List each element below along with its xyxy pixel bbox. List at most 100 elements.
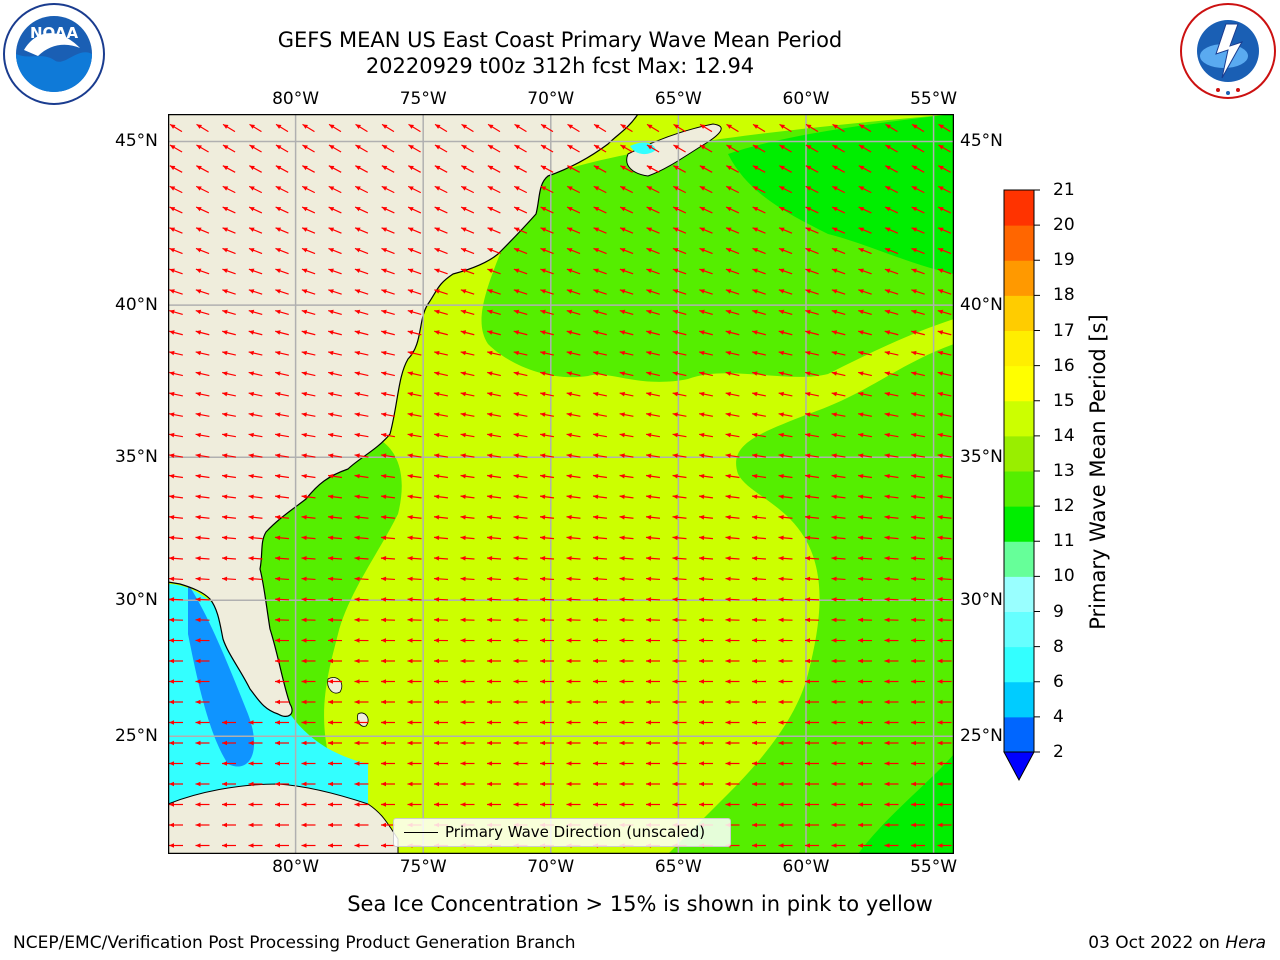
wave-arrow-761: [619, 638, 634, 643]
wave-arrow-216: [328, 268, 342, 275]
wave-arrow-680: [698, 576, 714, 582]
wave-arrow-523: [513, 473, 528, 479]
colorbar-tick-10: 15: [1053, 390, 1075, 411]
wave-arrow-625: [831, 535, 846, 541]
wave-arrow-382: [752, 371, 766, 377]
wave-arrow-507: [884, 453, 899, 458]
wave-arrow-870: [487, 720, 501, 725]
wave-arrow-426: [328, 412, 342, 417]
wave-arrow-733: [619, 617, 634, 623]
colorbar-segment-3: [1004, 611, 1034, 648]
wave-arrow-894: [328, 740, 342, 746]
wave-arrow-969: [725, 781, 740, 787]
wave-arrow-999: [725, 802, 740, 807]
wave-arrow-239: [937, 268, 952, 275]
wave-arrow-175: [831, 227, 846, 234]
wave-arrow-512: [221, 473, 237, 479]
wave-arrow-959: [460, 781, 475, 787]
wave-arrow-312: [487, 330, 501, 336]
wave-arrow-445: [831, 412, 846, 417]
wave-arrow-350: [699, 350, 713, 356]
wave-arrow-617: [619, 535, 634, 541]
wave-arrow-706: [645, 597, 661, 602]
wave-arrow-612: [486, 535, 502, 541]
wave-arrow-103: [513, 185, 528, 194]
wave-arrow-961: [513, 781, 528, 787]
wave-arrow-818: [646, 679, 660, 684]
wave-arrow-500: [698, 453, 714, 458]
wave-arrow-168: [646, 227, 660, 234]
wave-arrow-352: [752, 350, 766, 356]
wave-arrow-65: [302, 165, 315, 173]
wave-arrow-508: [910, 453, 926, 458]
wave-arrow-109: [672, 185, 687, 194]
wave-arrow-406: [593, 391, 607, 397]
wave-arrow-95: [301, 185, 316, 194]
colorbar-tick-8: 13: [1053, 461, 1075, 481]
wave-arrow-405: [566, 391, 581, 397]
wave-arrow-1001: [778, 802, 793, 807]
wave-arrow-129: [407, 206, 422, 214]
wave-arrow-854: [858, 699, 872, 705]
wave-arrow-20: [699, 123, 713, 133]
wave-arrow-674: [539, 576, 555, 582]
colorbar: [1003, 189, 1040, 782]
wave-arrow-414: [805, 391, 819, 397]
wave-arrow-439: [672, 412, 687, 417]
wave-arrow-581: [460, 514, 475, 520]
wave-arrow-1060: [752, 843, 766, 848]
wave-arrow-779: [354, 658, 369, 664]
lon-tick-top-1: 75°W: [399, 89, 447, 109]
wave-arrow-812: [487, 679, 501, 684]
wave-arrow-1033: [831, 822, 846, 828]
lon-tick-top-0: 80°W: [272, 89, 320, 109]
wave-arrow-517: [354, 473, 369, 479]
wave-arrow-278: [381, 309, 395, 316]
wave-arrow-248: [381, 289, 395, 295]
wave-arrow-931: [513, 761, 528, 766]
wave-arrow-59: [938, 144, 951, 153]
colorbar-segment-11: [1004, 330, 1034, 367]
wave-arrow-654: [804, 556, 820, 561]
wave-arrow-5: [302, 123, 315, 133]
wave-arrow-702: [539, 597, 555, 602]
wave-arrow-886: [911, 720, 925, 725]
wave-arrow-349: [672, 350, 687, 356]
wave-arrow-857: [937, 699, 952, 705]
wave-arrow-978: [169, 802, 183, 807]
wave-arrow-554: [539, 494, 555, 500]
wave-arrow-722: [327, 617, 343, 623]
wave-arrow-142: [752, 206, 766, 214]
wave-arrow-418: [911, 391, 925, 397]
wave-arrow-592: [751, 514, 767, 520]
wave-arrow-892: [275, 740, 289, 746]
wave-arrow-106: [593, 185, 607, 194]
lat-tick-right-1: 40°N: [960, 295, 1003, 316]
wave-arrow-907: [672, 740, 687, 746]
wave-arrow-808: [381, 679, 395, 684]
wave-arrow-440: [699, 412, 713, 417]
wave-arrow-274: [275, 309, 289, 316]
wave-arrow-563: [778, 494, 793, 500]
wave-arrow-950: [222, 781, 236, 787]
legend: Primary Wave Direction (unscaled): [393, 818, 731, 847]
wave-arrow-68: [381, 165, 395, 173]
wave-arrow-61: [196, 165, 209, 173]
wave-arrow-410: [699, 391, 713, 397]
wave-arrow-1014: [328, 822, 342, 828]
wave-arrow-144: [805, 206, 819, 214]
wave-arrow-180: [169, 247, 183, 255]
wave-arrow-545: [301, 494, 316, 500]
wave-arrow-135: [566, 206, 581, 214]
wave-arrow-73: [514, 165, 527, 173]
wave-arrow-313: [513, 330, 528, 336]
wave-arrow-27: [885, 123, 898, 133]
wave-arrow-378: [646, 371, 660, 377]
wave-arrow-589: [672, 514, 687, 520]
wave-arrow-701: [513, 597, 528, 602]
wave-arrow-842: [540, 699, 554, 705]
lon-tick-top-4: 60°W: [782, 89, 830, 109]
wave-arrow-916: [911, 740, 925, 746]
wave-arrow-880: [752, 720, 766, 725]
wave-arrow-972: [805, 781, 819, 787]
